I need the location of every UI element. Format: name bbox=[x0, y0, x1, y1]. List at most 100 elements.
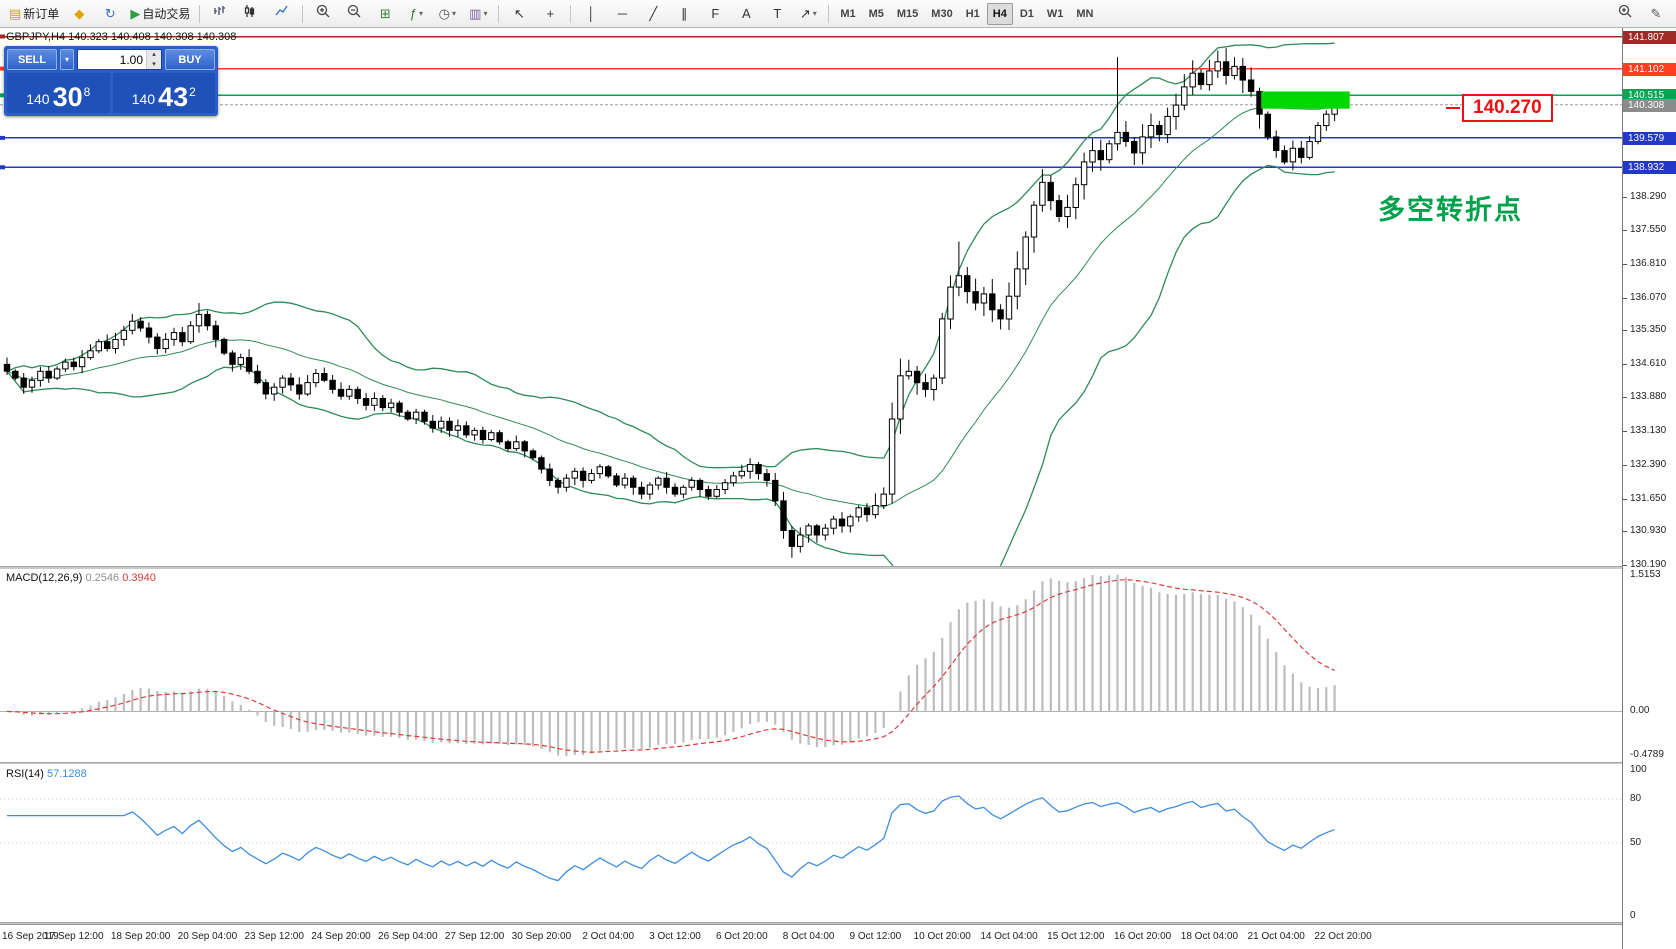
search-button[interactable] bbox=[1610, 2, 1640, 26]
templates-button[interactable]: ▥ ▾ bbox=[463, 2, 493, 26]
candle-body bbox=[1047, 181, 1054, 202]
refresh-button[interactable]: ↻ bbox=[95, 2, 125, 26]
price-chart-canvas[interactable] bbox=[0, 28, 1622, 566]
price-level-badge: 140.515 bbox=[1623, 89, 1676, 102]
turning-point-annotation[interactable]: 多空转折点 bbox=[1378, 195, 1523, 225]
compose-button[interactable]: ✎ bbox=[1641, 2, 1671, 26]
candle-body bbox=[1122, 131, 1130, 143]
bid-price-display[interactable]: 140 30 8 bbox=[7, 73, 110, 113]
timeframe-button-w1[interactable]: W1 bbox=[1046, 7, 1064, 20]
scale-tick-mark bbox=[1623, 197, 1627, 198]
new-order-button[interactable]: ▤ 新订单 bbox=[5, 2, 63, 26]
text-button[interactable]: A bbox=[731, 2, 761, 26]
candle-body bbox=[1323, 113, 1330, 127]
candle-body bbox=[112, 338, 119, 349]
timeframe-button-d1[interactable]: D1 bbox=[1019, 7, 1034, 20]
candle-body bbox=[3, 363, 11, 372]
panel-divider[interactable] bbox=[0, 922, 1622, 924]
candle-body bbox=[220, 338, 228, 354]
candle-body bbox=[78, 357, 86, 368]
candle-body bbox=[1080, 161, 1088, 186]
candle-body bbox=[1106, 143, 1113, 161]
timeframe-button-m15[interactable]: M15 bbox=[896, 7, 919, 20]
line-chart-button[interactable] bbox=[267, 2, 297, 26]
timeframe-button-m30[interactable]: M30 bbox=[931, 7, 953, 20]
horizontal-line-button[interactable]: ─ bbox=[607, 2, 637, 26]
candle-body bbox=[504, 441, 512, 450]
zoom-out-icon bbox=[346, 3, 362, 24]
candle-body bbox=[939, 318, 946, 379]
candle-body bbox=[412, 411, 420, 420]
timeframe-button-mn[interactable]: MN bbox=[1076, 7, 1094, 20]
candle-body bbox=[187, 325, 194, 343]
rsi-value: 57.1288 bbox=[46, 768, 87, 780]
panel-divider[interactable] bbox=[0, 762, 1622, 764]
fibonacci-button[interactable]: F bbox=[700, 2, 730, 26]
macd-main-value: 0.2546 bbox=[85, 572, 120, 584]
timeframe-button-h4[interactable]: H4 bbox=[986, 2, 1013, 25]
candle-body bbox=[705, 489, 712, 497]
scale-tick-mark bbox=[1623, 565, 1627, 566]
candle-body bbox=[346, 388, 353, 397]
label-button[interactable]: T bbox=[762, 2, 792, 26]
price-scale[interactable]: 138.290 137.550 136.810 136.070 135.350 134.6… bbox=[1622, 28, 1676, 949]
rsi-title: RSI(14) bbox=[6, 768, 44, 780]
horizontal-line-icon: ─ bbox=[617, 6, 627, 21]
order-type-dropdown[interactable]: ▾ bbox=[60, 49, 74, 70]
rsi-scale-label: 100 bbox=[1630, 764, 1647, 775]
rsi-scale-label: 50 bbox=[1630, 837, 1642, 848]
scale-tick-mark bbox=[1623, 531, 1627, 532]
channel-icon: ∥ bbox=[681, 6, 688, 21]
toolbar: ▤ 新订单 ◆ ↻ ▶ 自动交易 ⊞ ƒ ▾ ◷ ▾ ▥ ▾ ↖ + │ ─ ╱ ∥ F A T ↗ ▾ M1 M5 M15 M30 H… bbox=[0, 0, 1676, 28]
candle-body bbox=[571, 470, 578, 479]
volume-input[interactable] bbox=[78, 50, 146, 69]
candle-body bbox=[254, 370, 261, 384]
time-axis[interactable]: 16 Sep 2019 17 Sep 12:00 18 Sep 20:00 20 Se… bbox=[0, 924, 1622, 949]
candle-body bbox=[671, 486, 679, 495]
candle-body bbox=[1189, 72, 1196, 88]
timeframe-button-h1[interactable]: H1 bbox=[965, 7, 980, 20]
autotrading-button[interactable]: ▶ 自动交易 bbox=[126, 2, 194, 26]
crosshair-button[interactable]: + bbox=[535, 2, 565, 26]
channel-button[interactable]: ∥ bbox=[669, 2, 699, 26]
bar-chart-button[interactable] bbox=[205, 2, 235, 26]
candle-body bbox=[496, 432, 503, 443]
rsi-panel-canvas[interactable] bbox=[0, 764, 1622, 922]
bid-sup-digit: 8 bbox=[83, 85, 91, 99]
arrows-button[interactable]: ↗ ▾ bbox=[793, 2, 823, 26]
zoom-in-button[interactable] bbox=[308, 2, 338, 26]
panel-divider[interactable] bbox=[0, 566, 1622, 569]
volume-increase-button[interactable]: ▴ bbox=[147, 50, 161, 60]
indicators-button[interactable]: ƒ ▾ bbox=[401, 2, 431, 26]
macd-panel-canvas[interactable] bbox=[0, 569, 1622, 762]
volume-decrease-button[interactable]: ▾ bbox=[147, 59, 161, 69]
candle-body bbox=[746, 464, 754, 472]
candle-body bbox=[362, 398, 370, 406]
candle-body bbox=[863, 507, 871, 516]
trendline-button[interactable]: ╱ bbox=[638, 2, 668, 26]
sell-button[interactable]: SELL bbox=[7, 49, 57, 70]
price-callout[interactable]: 140.270 bbox=[1446, 94, 1553, 122]
candle-body bbox=[321, 373, 328, 381]
candle-body bbox=[12, 370, 19, 379]
candle-body bbox=[772, 479, 779, 502]
highlight-rectangle-object[interactable] bbox=[1261, 91, 1350, 109]
candlestick-chart-button[interactable] bbox=[236, 2, 266, 26]
candle-body bbox=[521, 441, 528, 452]
candle-body bbox=[1164, 115, 1171, 136]
vertical-line-button[interactable]: │ bbox=[576, 2, 606, 26]
metaeditor-button[interactable]: ◆ bbox=[64, 2, 94, 26]
crosshair-icon: + bbox=[546, 6, 555, 21]
candle-body bbox=[763, 473, 770, 481]
candle-body bbox=[1298, 147, 1305, 158]
candle-body bbox=[838, 518, 846, 527]
chart-window: 16 Sep 2019 17 Sep 12:00 18 Sep 20:00 20 Se… bbox=[0, 28, 1676, 949]
tile-windows-button[interactable]: ⊞ bbox=[370, 2, 400, 26]
timeframe-button-m1[interactable]: M1 bbox=[840, 7, 856, 20]
zoom-out-button[interactable] bbox=[339, 2, 369, 26]
buy-button[interactable]: BUY bbox=[165, 49, 215, 70]
periods-button[interactable]: ◷ ▾ bbox=[432, 2, 462, 26]
cursor-button[interactable]: ↖ bbox=[504, 2, 534, 26]
timeframe-button-m5[interactable]: M5 bbox=[868, 7, 884, 20]
ask-price-display[interactable]: 140 43 2 bbox=[112, 73, 215, 113]
